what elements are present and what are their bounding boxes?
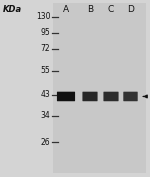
Text: 95: 95 (40, 28, 50, 37)
Text: 43: 43 (40, 90, 50, 99)
Text: B: B (87, 5, 93, 14)
Text: 72: 72 (41, 44, 50, 53)
Text: 34: 34 (40, 112, 50, 120)
FancyBboxPatch shape (103, 92, 119, 101)
Text: KDa: KDa (3, 5, 22, 14)
Text: 130: 130 (36, 12, 50, 21)
Bar (53, 3, 146, 173)
FancyBboxPatch shape (57, 92, 75, 101)
Text: D: D (127, 5, 134, 14)
Text: 55: 55 (40, 66, 50, 75)
FancyBboxPatch shape (123, 92, 138, 101)
Text: 26: 26 (41, 138, 50, 147)
Text: A: A (63, 5, 69, 14)
FancyBboxPatch shape (82, 92, 98, 101)
Text: C: C (108, 5, 114, 14)
